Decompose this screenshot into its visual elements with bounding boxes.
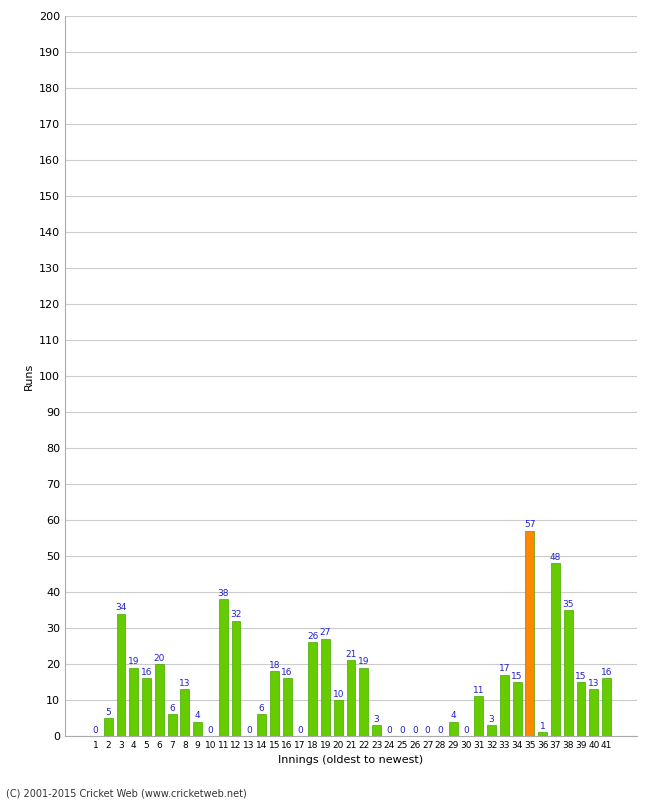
- Bar: [283, 678, 292, 736]
- Text: 20: 20: [153, 654, 165, 662]
- Text: 15: 15: [512, 671, 523, 681]
- Bar: [551, 563, 560, 736]
- Bar: [231, 621, 240, 736]
- Bar: [474, 696, 483, 736]
- Text: 1: 1: [540, 722, 545, 731]
- Text: 26: 26: [307, 632, 318, 641]
- Bar: [321, 638, 330, 736]
- Text: 15: 15: [575, 671, 587, 681]
- Text: 0: 0: [399, 726, 405, 734]
- Bar: [193, 722, 202, 736]
- Bar: [590, 690, 598, 736]
- Bar: [129, 667, 138, 736]
- Text: 16: 16: [141, 668, 152, 677]
- Text: 6: 6: [169, 704, 175, 713]
- Text: 38: 38: [218, 589, 229, 598]
- Bar: [513, 682, 521, 736]
- Text: 16: 16: [281, 668, 293, 677]
- Text: 19: 19: [358, 657, 370, 666]
- Bar: [346, 661, 356, 736]
- Y-axis label: Runs: Runs: [23, 362, 33, 390]
- Bar: [219, 599, 227, 736]
- Bar: [359, 667, 369, 736]
- Text: 13: 13: [179, 678, 190, 688]
- Text: 3: 3: [489, 714, 495, 724]
- Bar: [308, 642, 317, 736]
- Bar: [104, 718, 112, 736]
- Text: 0: 0: [437, 726, 443, 734]
- Text: 57: 57: [524, 520, 536, 530]
- Bar: [564, 610, 573, 736]
- Text: 13: 13: [588, 678, 599, 688]
- Text: 19: 19: [128, 657, 140, 666]
- Bar: [577, 682, 586, 736]
- Bar: [257, 714, 266, 736]
- Bar: [333, 700, 343, 736]
- Text: 0: 0: [463, 726, 469, 734]
- Bar: [602, 678, 611, 736]
- Text: 0: 0: [246, 726, 252, 734]
- Text: 0: 0: [207, 726, 213, 734]
- Text: 0: 0: [92, 726, 98, 734]
- Text: 0: 0: [297, 726, 303, 734]
- Text: 0: 0: [387, 726, 392, 734]
- Text: 48: 48: [550, 553, 561, 562]
- Bar: [500, 675, 509, 736]
- Text: 21: 21: [345, 650, 357, 659]
- Text: 34: 34: [115, 603, 127, 612]
- Text: 4: 4: [450, 711, 456, 720]
- Text: 27: 27: [320, 628, 331, 638]
- Text: (C) 2001-2015 Cricket Web (www.cricketweb.net): (C) 2001-2015 Cricket Web (www.cricketwe…: [6, 788, 247, 798]
- Text: 0: 0: [425, 726, 430, 734]
- Bar: [270, 671, 279, 736]
- Bar: [181, 690, 189, 736]
- Text: 4: 4: [195, 711, 200, 720]
- Text: 10: 10: [332, 690, 344, 698]
- Text: 17: 17: [499, 664, 510, 674]
- Text: 5: 5: [105, 707, 111, 717]
- Bar: [168, 714, 177, 736]
- Text: 3: 3: [374, 714, 380, 724]
- Text: 18: 18: [268, 661, 280, 670]
- X-axis label: Innings (oldest to newest): Innings (oldest to newest): [278, 755, 424, 766]
- Bar: [372, 726, 381, 736]
- Bar: [116, 614, 125, 736]
- Bar: [525, 531, 534, 736]
- Text: 35: 35: [562, 599, 574, 609]
- Bar: [155, 664, 164, 736]
- Text: 11: 11: [473, 686, 484, 695]
- Text: 0: 0: [412, 726, 418, 734]
- Text: 16: 16: [601, 668, 612, 677]
- Bar: [487, 726, 496, 736]
- Bar: [448, 722, 458, 736]
- Bar: [538, 733, 547, 736]
- Text: 6: 6: [259, 704, 265, 713]
- Text: 32: 32: [230, 610, 242, 619]
- Bar: [142, 678, 151, 736]
